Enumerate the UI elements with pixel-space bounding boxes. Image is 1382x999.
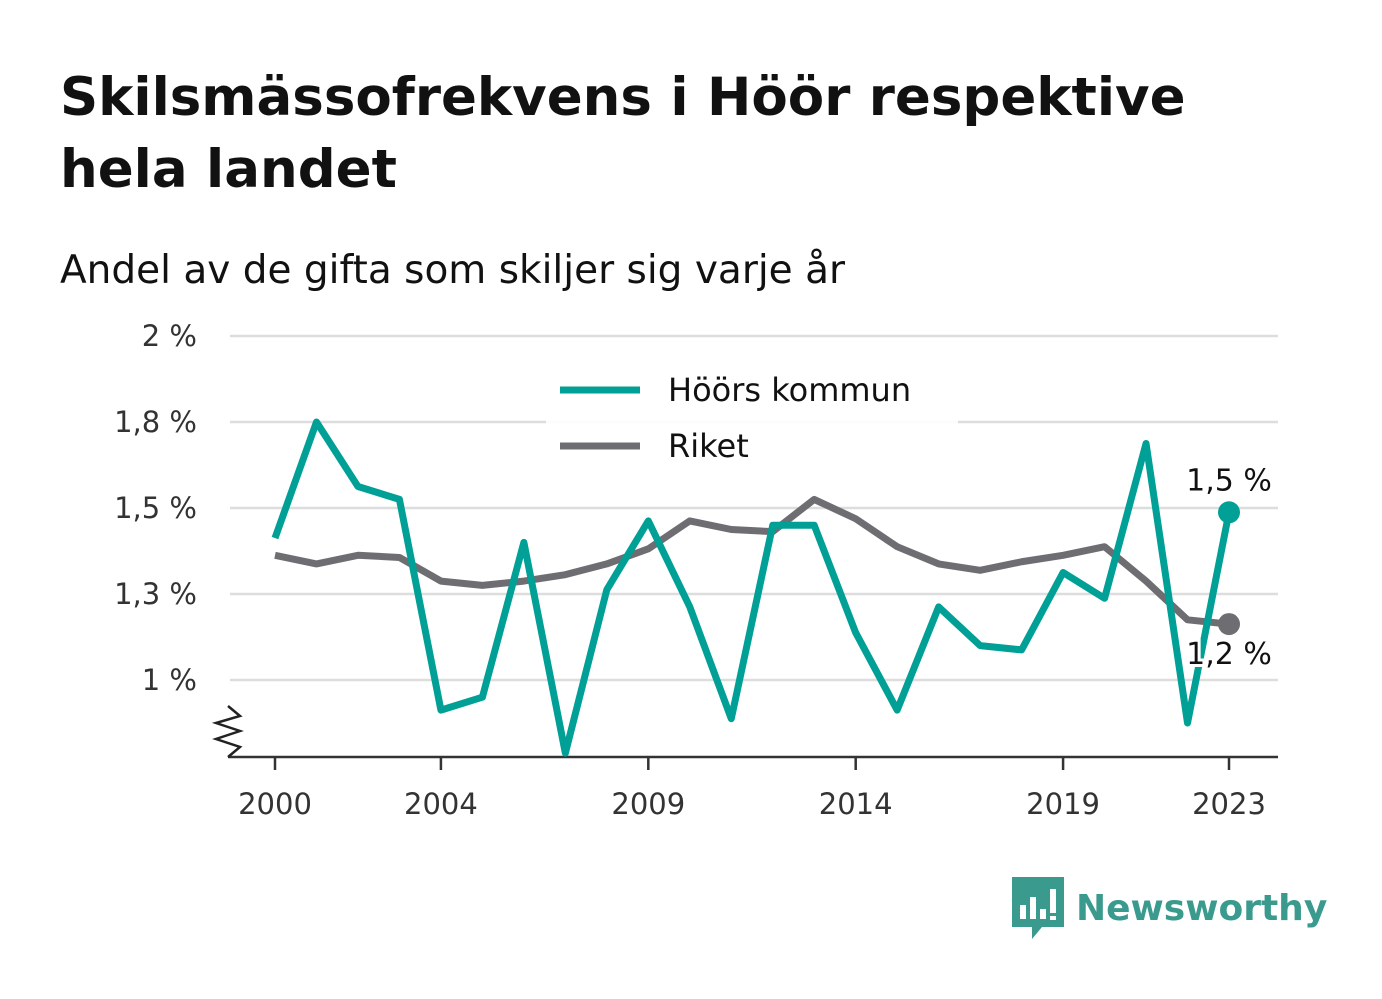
- legend-label-hoor: Höörs kommun: [668, 371, 911, 409]
- brand-name: Newsworthy: [1076, 887, 1328, 929]
- end-label-riket: 1,2 %: [1186, 637, 1272, 672]
- x-tick-label: 2023: [1192, 787, 1266, 821]
- legend-background: [546, 360, 958, 470]
- chart-subtitle: Andel av de gifta som skiljer sig varje …: [60, 248, 846, 293]
- x-tick-label: 2004: [404, 787, 478, 821]
- brand-logo: Newsworthy: [1012, 876, 1327, 940]
- y-axis-break-icon: [211, 705, 244, 758]
- chart-title: Skilsmässofrekvens i Höör respektive hel…: [60, 67, 1186, 200]
- x-tick-label: 2000: [238, 787, 312, 821]
- y-tick-label: 1 %: [142, 663, 197, 697]
- series-line-riket: [274, 495, 1230, 628]
- bar-chart-speech-bubble-icon: [1012, 877, 1064, 939]
- end-point-hoor: [1218, 501, 1240, 524]
- y-tick-label: 1,3 %: [114, 577, 197, 611]
- x-axis: [211, 705, 1278, 759]
- y-tick-label: 1,8 %: [114, 405, 197, 439]
- y-tick-label: 1,5 %: [114, 491, 197, 525]
- legend-label-riket: Riket: [668, 427, 749, 465]
- end-markers: 1,5 % 1,2 %: [1183, 463, 1275, 675]
- x-tick-label: 2009: [611, 787, 685, 821]
- series-line-hoor: [271, 418, 1233, 757]
- x-tick-label: 2014: [819, 787, 893, 821]
- end-point-riket: [1218, 613, 1240, 636]
- x-tick-label: 2019: [1026, 787, 1100, 821]
- x-axis-ticks: 2000 2004 2009 2014 2019 2023: [238, 757, 1266, 821]
- legend: Höörs kommun Riket: [546, 360, 958, 470]
- y-tick-label: 2 %: [142, 319, 197, 353]
- end-label-hoor: 1,5 %: [1186, 463, 1272, 498]
- y-axis-ticks: 1 % 1,3 % 1,5 % 1,8 % 2 %: [114, 319, 197, 697]
- series-lines: [271, 418, 1233, 757]
